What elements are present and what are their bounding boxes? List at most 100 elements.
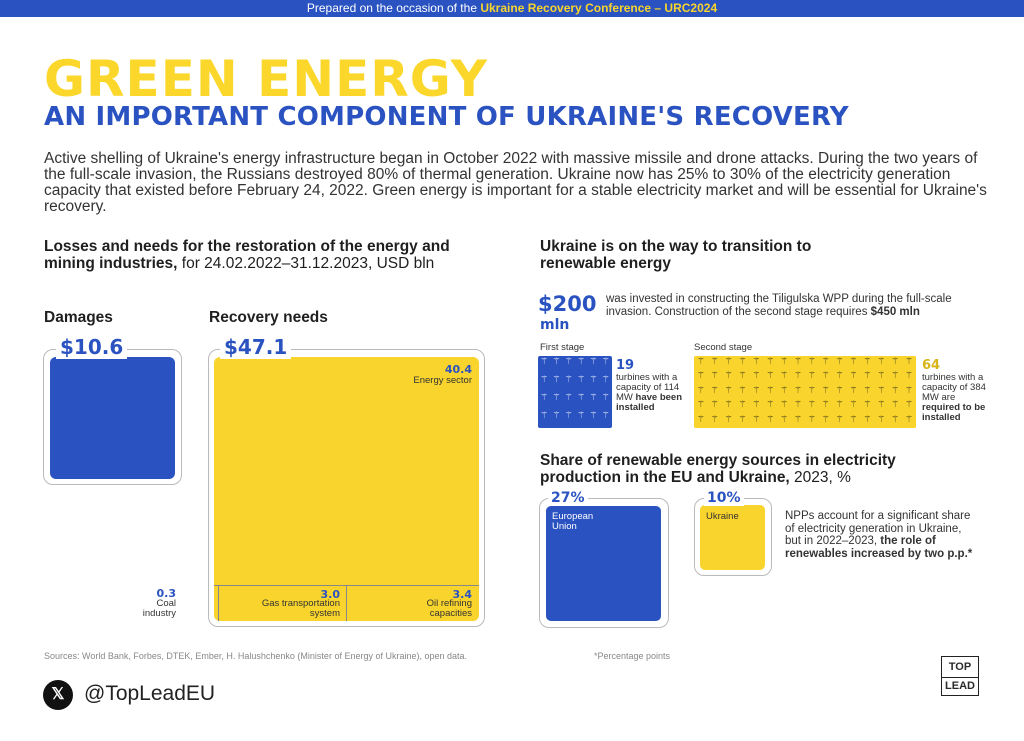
wind-turbine-icon: ⚚: [710, 385, 719, 396]
wind-turbine-icon: ⚚: [835, 371, 844, 382]
wind-turbine-icon: ⚚: [724, 371, 733, 382]
transition-heading: Ukraine is on the way to transition to r…: [540, 238, 812, 272]
share-note: NPPs account for a significant share of …: [785, 510, 980, 560]
wind-turbine-icon: ⚚: [540, 357, 549, 367]
second-stage-label: Second stage: [694, 342, 753, 353]
wind-turbine-icon: ⚚: [577, 411, 586, 421]
wind-turbine-icon: ⚚: [752, 400, 761, 411]
wind-turbine-icon: ⚚: [589, 357, 598, 367]
wind-turbine-icon: ⚚: [601, 357, 610, 367]
wind-turbine-icon: ⚚: [766, 371, 775, 382]
intro-paragraph: Active shelling of Ukraine's energy infr…: [44, 150, 987, 215]
wind-turbine-icon: ⚚: [821, 357, 830, 367]
wind-turbine-icon: ⚚: [738, 357, 747, 367]
wind-turbine-icon: ⚚: [891, 385, 900, 396]
wind-turbine-icon: ⚚: [540, 375, 549, 385]
wind-turbine-icon: ⚚: [807, 357, 816, 367]
wind-turbine-icon: ⚚: [891, 400, 900, 411]
wind-turbine-icon: ⚚: [905, 357, 914, 367]
first-stage-text: turbines with a capacity of 114 MW: [616, 372, 680, 403]
share-heading-light: 2023, %: [789, 469, 851, 486]
oil-value: 3.4: [452, 588, 473, 601]
wind-turbine-icon: ⚚: [601, 411, 610, 421]
investment-text: was invested in constructing the Tiligul…: [606, 293, 956, 318]
damages-value: $10.6: [56, 335, 128, 359]
wind-turbine-icon: ⚚: [849, 385, 858, 396]
top-banner: Prepared on the occasion of the Ukraine …: [0, 0, 1024, 17]
wind-turbine-icon: ⚚: [589, 393, 598, 403]
damages-label: Damages: [44, 309, 113, 326]
wind-turbine-icon: ⚚: [780, 371, 789, 382]
wind-turbine-icon: ⚚: [780, 385, 789, 396]
banner-prefix: Prepared on the occasion of the: [306, 1, 477, 15]
wind-turbine-icon: ⚚: [766, 385, 775, 396]
second-stage-bold: required to be installed: [922, 402, 986, 423]
wind-turbine-icon: ⚚: [807, 385, 816, 396]
oil-label: Oil refining capacities: [426, 598, 472, 619]
wind-turbine-icon: ⚚: [696, 414, 705, 425]
losses-heading: Losses and needs for the restoration of …: [44, 238, 474, 272]
wind-turbine-icon: ⚚: [877, 400, 886, 411]
wind-turbine-icon: ⚚: [738, 414, 747, 425]
coal-label: Coal industry: [142, 598, 176, 619]
second-stage-count: 64: [922, 358, 941, 373]
share-heading-bold: Share of renewable energy sources in ele…: [540, 452, 896, 486]
wind-turbine-icon: ⚚: [905, 400, 914, 411]
wind-turbine-icon: ⚚: [863, 357, 872, 367]
wind-turbine-icon: ⚚: [564, 393, 573, 403]
ua-label: Ukraine: [706, 511, 739, 522]
wind-turbine-icon: ⚚: [863, 400, 872, 411]
first-stage-label: First stage: [540, 342, 585, 353]
ua-block: [700, 505, 765, 570]
wind-turbine-icon: ⚚: [794, 385, 803, 396]
toplead-logo: TOP LEAD: [941, 656, 979, 696]
wind-turbine-icon: ⚚: [766, 400, 775, 411]
losses-heading-light: for 24.02.2022–31.12.2023, USD bln: [177, 255, 435, 272]
wind-turbine-icon: ⚚: [821, 414, 830, 425]
damages-block: [50, 357, 175, 479]
wind-turbine-icon: ⚚: [724, 400, 733, 411]
wind-turbine-icon: ⚚: [696, 371, 705, 382]
segment-divider-gas: [346, 585, 347, 621]
share-note-bold: the role of renewables increased by two …: [785, 535, 973, 560]
wind-turbine-icon: ⚚: [863, 371, 872, 382]
wind-turbine-icon: ⚚: [794, 414, 803, 425]
wind-turbine-icon: ⚚: [780, 357, 789, 367]
wind-turbine-icon: ⚚: [863, 414, 872, 425]
wind-turbine-icon: ⚚: [877, 371, 886, 382]
share-heading: Share of renewable energy sources in ele…: [540, 452, 950, 486]
recovery-label: Recovery needs: [209, 309, 328, 326]
wind-turbine-icon: ⚚: [577, 393, 586, 403]
wind-turbine-icon: ⚚: [589, 411, 598, 421]
coal-value: 0.3: [156, 587, 177, 600]
second-stage-desc: turbines with a capacity of 384 MW are r…: [922, 373, 990, 423]
wind-turbine-icon: ⚚: [766, 357, 775, 367]
wind-turbine-icon: ⚚: [821, 371, 830, 382]
energy-label: Energy sector: [413, 375, 472, 386]
recovery-value: $47.1: [220, 335, 292, 359]
wind-turbine-icon: ⚚: [794, 400, 803, 411]
wind-turbine-icon: ⚚: [877, 414, 886, 425]
wind-turbine-icon: ⚚: [780, 400, 789, 411]
wind-turbine-icon: ⚚: [891, 414, 900, 425]
wind-turbine-icon: ⚚: [905, 414, 914, 425]
wind-turbine-icon: ⚚: [752, 385, 761, 396]
social-handle[interactable]: @TopLeadEU: [84, 682, 216, 705]
wind-turbine-icon: ⚚: [696, 400, 705, 411]
wind-turbine-icon: ⚚: [738, 400, 747, 411]
wind-turbine-icon: ⚚: [794, 371, 803, 382]
wind-turbine-icon: ⚚: [849, 371, 858, 382]
wind-turbine-icon: ⚚: [540, 411, 549, 421]
wind-turbine-icon: ⚚: [835, 385, 844, 396]
wind-turbine-icon: ⚚: [710, 357, 719, 367]
eu-frame: [539, 498, 669, 628]
wind-turbine-icon: ⚚: [577, 357, 586, 367]
wind-turbine-icon: ⚚: [905, 371, 914, 382]
wind-turbine-icon: ⚚: [564, 411, 573, 421]
x-logo-icon[interactable]: 𝕏: [43, 680, 73, 710]
wind-turbine-icon: ⚚: [877, 357, 886, 367]
wind-turbine-icon: ⚚: [601, 375, 610, 385]
first-stage-count: 19: [616, 358, 635, 373]
wind-turbine-icon: ⚚: [807, 414, 816, 425]
wind-turbine-icon: ⚚: [905, 385, 914, 396]
